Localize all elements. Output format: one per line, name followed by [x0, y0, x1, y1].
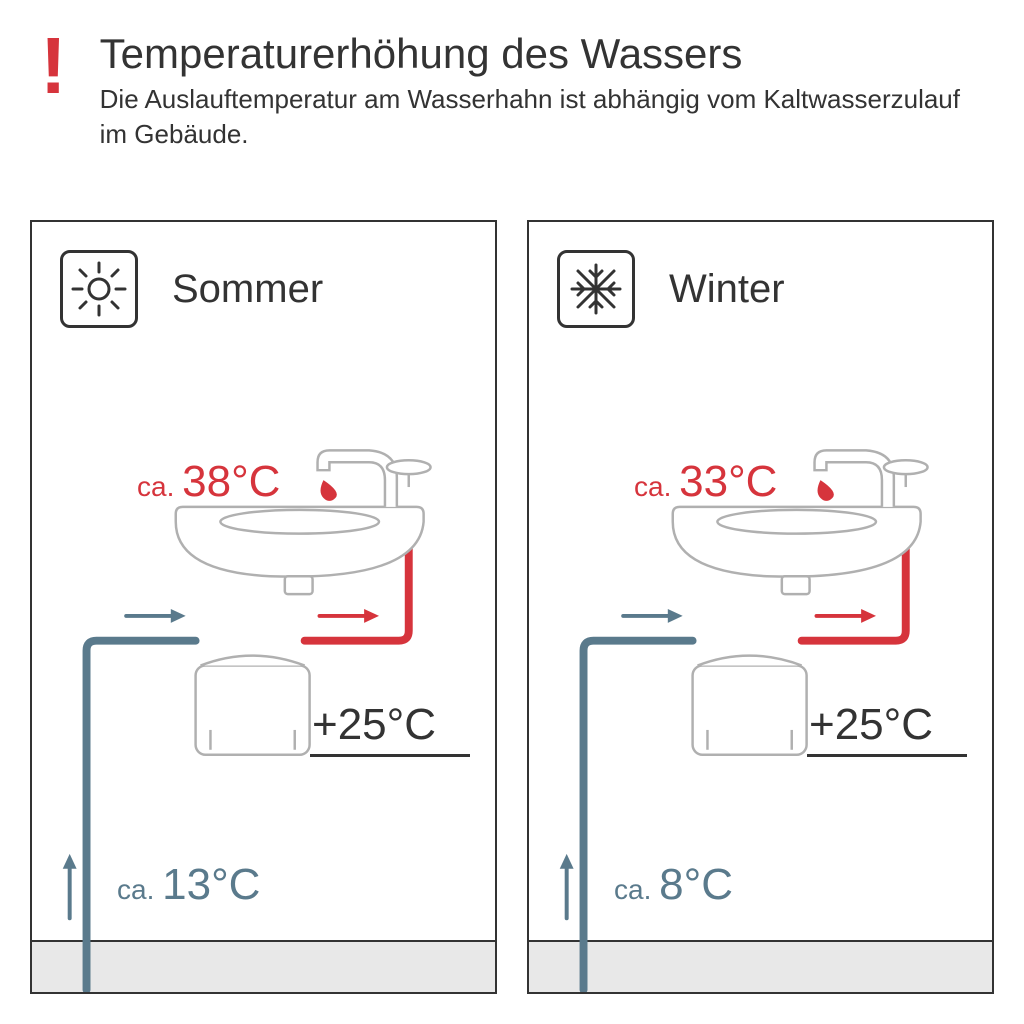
attention-icon: !	[40, 30, 65, 102]
inlet-temp-value: 8°C	[659, 860, 733, 909]
heater-delta: +25°C	[809, 700, 933, 750]
panel-summer: Sommer	[30, 220, 497, 994]
page-subtitle: Die Auslauftemperatur am Wasserhahn ist …	[100, 82, 984, 152]
plumbing-diagram	[529, 222, 992, 992]
outlet-temp: ca. 38°C	[137, 457, 280, 507]
outlet-temp-value: 33°C	[679, 457, 777, 506]
heater-delta: +25°C	[312, 700, 436, 750]
inlet-temp-prefix: ca.	[117, 874, 154, 905]
inlet-temp-prefix: ca.	[614, 874, 651, 905]
inlet-temp-value: 13°C	[162, 860, 260, 909]
plumbing-diagram	[32, 222, 495, 992]
heater-underline	[310, 754, 470, 757]
panels-container: Sommer	[30, 220, 994, 994]
inlet-temp: ca. 13°C	[117, 860, 260, 910]
panel-winter: Winter	[527, 220, 994, 994]
outlet-temp: ca. 33°C	[634, 457, 777, 507]
header-text: Temperaturerhöhung des Wassers Die Ausla…	[100, 30, 984, 152]
outlet-temp-prefix: ca.	[137, 471, 174, 502]
page-title: Temperaturerhöhung des Wassers	[100, 30, 984, 78]
outlet-temp-value: 38°C	[182, 457, 280, 506]
outlet-temp-prefix: ca.	[634, 471, 671, 502]
inlet-temp: ca. 8°C	[614, 860, 733, 910]
header: ! Temperaturerhöhung des Wassers Die Aus…	[40, 30, 984, 152]
heater-underline	[807, 754, 967, 757]
